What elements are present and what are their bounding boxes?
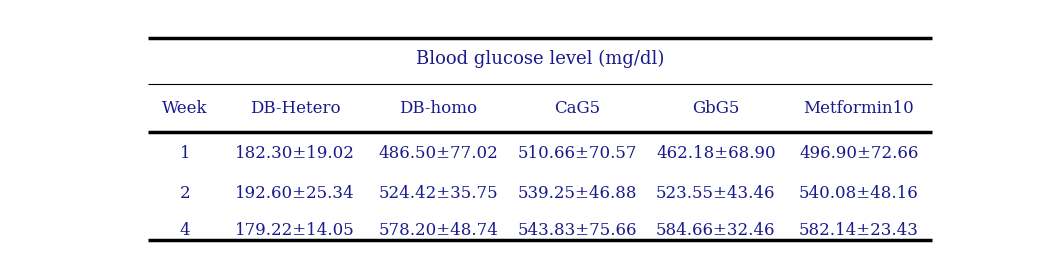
- Text: 2: 2: [179, 185, 190, 202]
- Text: 496.90±72.66: 496.90±72.66: [799, 145, 918, 162]
- Text: 540.08±48.16: 540.08±48.16: [799, 185, 919, 202]
- Text: DB-homo: DB-homo: [399, 100, 477, 117]
- Text: 1: 1: [179, 145, 190, 162]
- Text: 4: 4: [179, 222, 190, 239]
- Text: 539.25±46.88: 539.25±46.88: [518, 185, 637, 202]
- Text: Week: Week: [162, 100, 208, 117]
- Text: 524.42±35.75: 524.42±35.75: [378, 185, 497, 202]
- Text: GbG5: GbG5: [692, 100, 740, 117]
- Text: 510.66±70.57: 510.66±70.57: [518, 145, 637, 162]
- Text: 543.83±75.66: 543.83±75.66: [518, 222, 637, 239]
- Text: CaG5: CaG5: [553, 100, 600, 117]
- Text: Metformin10: Metformin10: [803, 100, 914, 117]
- Text: 578.20±48.74: 578.20±48.74: [378, 222, 497, 239]
- Text: 584.66±32.46: 584.66±32.46: [656, 222, 776, 239]
- Text: 582.14±23.43: 582.14±23.43: [799, 222, 919, 239]
- Text: 462.18±68.90: 462.18±68.90: [656, 145, 776, 162]
- Text: 486.50±77.02: 486.50±77.02: [378, 145, 497, 162]
- Text: 182.30±19.02: 182.30±19.02: [235, 145, 355, 162]
- Text: 179.22±14.05: 179.22±14.05: [235, 222, 355, 239]
- Text: Blood glucose level (mg/dl): Blood glucose level (mg/dl): [416, 49, 664, 68]
- Text: DB-Hetero: DB-Hetero: [250, 100, 340, 117]
- Text: 523.55±43.46: 523.55±43.46: [656, 185, 776, 202]
- Text: 192.60±25.34: 192.60±25.34: [235, 185, 355, 202]
